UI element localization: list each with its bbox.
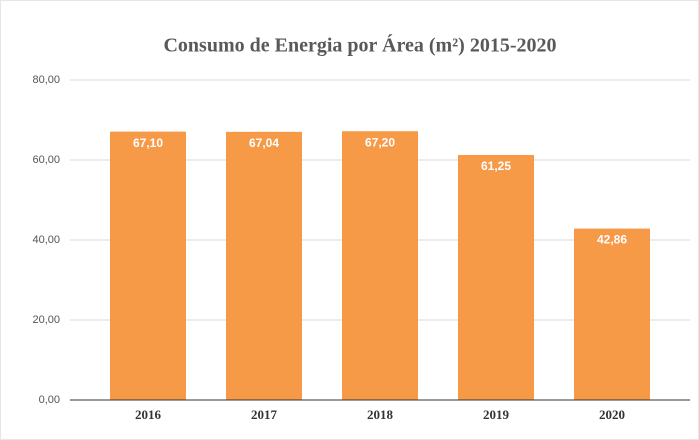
data-label: 42,86 <box>597 233 627 247</box>
y-tick-label: 60,00 <box>32 154 60 166</box>
bar <box>342 131 418 400</box>
data-label: 67,04 <box>249 136 279 150</box>
x-tick-label: 2016 <box>135 407 162 422</box>
chart-title: Consumo de Energia por Área (m²) 2015-20… <box>163 34 556 57</box>
y-tick-label: 0,00 <box>39 394 60 406</box>
x-tick-label: 2018 <box>367 407 394 422</box>
data-label: 61,25 <box>481 159 511 173</box>
bar <box>574 228 650 400</box>
bar <box>458 155 534 400</box>
data-label: 67,20 <box>365 135 395 149</box>
x-tick-label: 2017 <box>251 407 278 422</box>
y-tick-label: 80,00 <box>32 74 60 86</box>
x-tick-label: 2020 <box>599 407 625 422</box>
data-label: 67,10 <box>133 136 163 150</box>
y-tick-label: 40,00 <box>32 234 60 246</box>
bar <box>226 131 302 400</box>
x-tick-label: 2019 <box>483 407 510 422</box>
y-tick-label: 20,00 <box>32 314 60 326</box>
bar <box>110 131 186 400</box>
